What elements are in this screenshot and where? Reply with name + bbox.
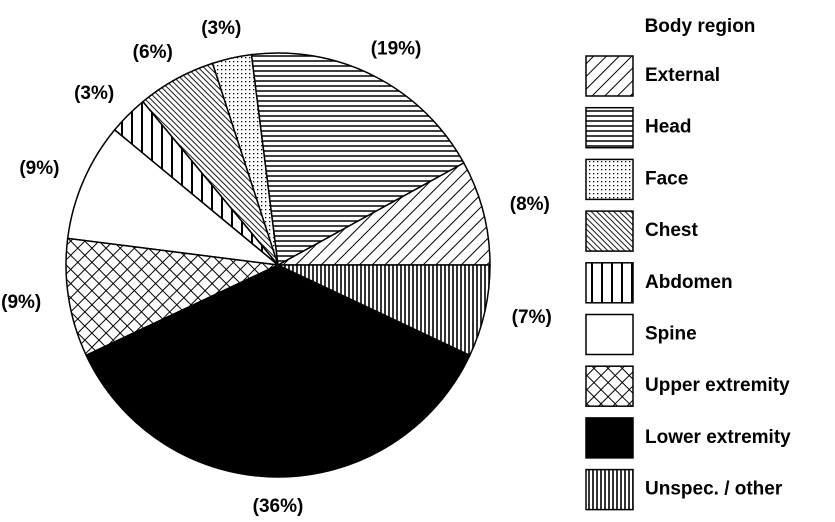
legend-swatch [585, 55, 634, 97]
pie-slice [277, 264, 491, 357]
pie-slice [65, 237, 281, 357]
legend-swatch [585, 313, 634, 356]
legend-swatch [585, 106, 634, 149]
slice-label: (6%) [133, 42, 173, 63]
legend-label: External [645, 65, 720, 86]
legend-swatch [585, 262, 634, 304]
slice-label: (9%) [19, 158, 59, 179]
pie-slice [277, 161, 491, 266]
legend-title: Body region [645, 16, 756, 37]
legend-label: Spine [645, 324, 697, 345]
legend-label: Head [645, 117, 691, 138]
legend-label: Face [645, 168, 688, 189]
legend-label: Abdomen [645, 272, 733, 293]
slice-label: (7%) [512, 307, 552, 328]
legend-label: Unspec. / other [645, 479, 783, 500]
legend-label: Chest [645, 220, 698, 241]
pie-slice [85, 264, 471, 478]
legend-label: Lower extremity [645, 427, 791, 448]
slice-label: (19%) [371, 38, 422, 59]
slice-label: (3%) [201, 18, 241, 39]
slice-label: (9%) [1, 292, 41, 313]
legend-swatch [585, 210, 634, 252]
slice-label: (36%) [253, 496, 304, 517]
legend-label: Upper extremity [645, 375, 790, 396]
slice-label: (3%) [74, 83, 114, 104]
legend-swatch [585, 158, 634, 201]
slice-label: (8%) [510, 194, 550, 215]
pie-slice [250, 52, 465, 267]
legend-swatch [585, 365, 634, 407]
legend-swatch [585, 417, 634, 459]
legend-swatch [585, 468, 634, 511]
pie-slice [66, 128, 281, 267]
